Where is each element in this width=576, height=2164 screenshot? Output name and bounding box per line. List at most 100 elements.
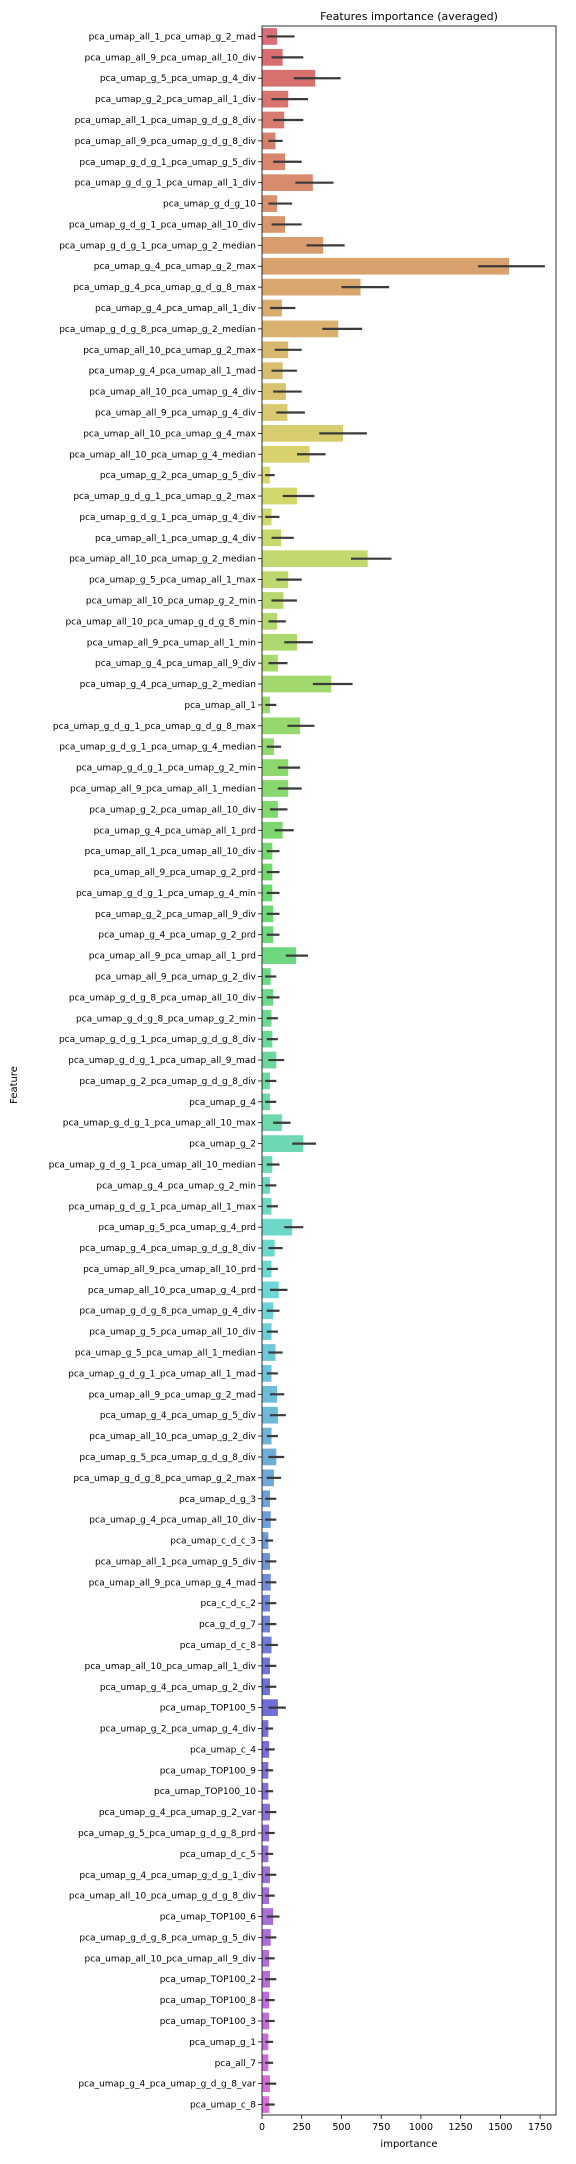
y-tick-label: pca_umap_g_4_pca_umap_all_9_div	[95, 659, 257, 669]
y-tick-label: pca_umap_g_d_g_1_pca_umap_g_d_g_8_div	[59, 1035, 257, 1045]
y-tick-label: pca_umap_g_4	[189, 1098, 256, 1108]
y-tick-label: pca_umap_g_d_g_1_pca_umap_g_4_div	[79, 513, 256, 523]
y-tick-label: pca_umap_g_4_pca_umap_all_1_div	[95, 304, 257, 314]
chart-title: Features importance (averaged)	[320, 10, 498, 23]
bar	[262, 445, 310, 463]
y-tick-label: pca_umap_all_10_pca_umap_g_4_max	[83, 429, 256, 439]
bar	[262, 821, 283, 839]
y-tick-label: pca_umap_g_5_pca_umap_all_1_max	[89, 576, 257, 586]
y-tick-label: pca_umap_g_1	[189, 2038, 256, 2048]
y-tick-label: pca_umap_all_1_pca_umap_g_4_div	[95, 534, 257, 544]
y-tick-label: pca_umap_g_4_pca_umap_g_d_g_8_max	[73, 283, 256, 293]
y-tick-label: pca_umap_TOP100_8	[160, 1996, 257, 2006]
y-tick-label: pca_umap_all_9_pca_umap_g_4_div	[95, 408, 257, 418]
bar	[262, 487, 297, 505]
y-tick-label: pca_umap_all_10_pca_umap_g_2_min	[86, 596, 256, 606]
y-tick-label: pca_umap_all_1_pca_umap_all_10_div	[84, 847, 256, 857]
bar	[262, 1135, 304, 1152]
y-tick-label: pca_umap_all_9_pca_umap_all_1_median	[70, 784, 256, 794]
y-tick-label: pca_umap_TOP100_9	[160, 1766, 257, 1776]
y-tick-label: pca_umap_g_d_g_1_pca_umap_all_9_mad	[68, 1056, 256, 1066]
y-tick-label: pca_umap_c_d_c_3	[170, 1537, 256, 1547]
y-tick-label: pca_umap_d_c_5	[180, 1850, 256, 1860]
y-tick-label: pca_umap_d_g_3	[179, 1495, 256, 1505]
y-tick-label: pca_umap_g_d_g_1_pca_umap_g_2_max	[73, 492, 256, 502]
x-tick-label: 500	[332, 2122, 350, 2133]
bar	[262, 759, 289, 776]
y-tick-label: pca_umap_all_10_pca_umap_g_4_div	[89, 388, 256, 398]
y-tick-label: pca_umap_all_9_pca_umap_all_1_min	[87, 638, 256, 648]
bar	[262, 529, 282, 547]
y-tick-label: pca_umap_g_d_g_1_pca_umap_all_1_mad	[68, 1369, 256, 1379]
y-tick-label: pca_umap_all_10_pca_umap_g_2_max	[83, 346, 256, 356]
bar	[262, 425, 344, 442]
y-tick-label: pca_umap_d_c_8	[180, 1641, 257, 1651]
y-tick-label: pca_umap_TOP100_6	[160, 1913, 257, 1923]
y-tick-label: pca_umap_all_9_pca_umap_all_1_prd	[89, 952, 256, 962]
bar	[262, 69, 316, 87]
y-tick-label: pca_umap_g_d_g_1_pca_umap_g_4_median	[59, 743, 256, 753]
y-tick-label: pca_umap_all_10_pca_umap_g_2_div	[89, 1432, 256, 1442]
y-tick-label: pca_umap_TOP100_3	[160, 2017, 256, 2027]
y-tick-label: pca_umap_g_2_pca_umap_all_10_div	[89, 805, 256, 815]
y-tick-label: pca_umap_g_d_g_8_pca_umap_g_2_median	[59, 325, 256, 335]
bar	[262, 801, 278, 818]
y-tick-label: pca_umap_g_d_g_1_pca_umap_all_10_median	[49, 1161, 256, 1171]
y-tick-label: pca_umap_g_4_pca_umap_g_d_g_1_div	[79, 1871, 256, 1881]
bar	[262, 675, 332, 693]
y-tick-label: pca_umap_all_9_pca_umap_g_4_mad	[89, 1578, 256, 1588]
y-tick-label: pca_umap_g_2_pca_umap_g_4_div	[100, 1725, 257, 1735]
y-tick-label: pca_umap_all_10_pca_umap_g_d_g_8_min	[65, 617, 256, 627]
y-tick-label: pca_umap_c_4	[190, 1745, 256, 1755]
y-tick-label: pca_umap_all_9_pca_umap_g_2_mad	[89, 1390, 256, 1400]
y-tick-label: pca_umap_g_d_g_10	[163, 200, 256, 210]
y-tick-label: pca_umap_g_d_g_1_pca_umap_all_10_max	[63, 1119, 257, 1129]
bar	[262, 1385, 278, 1403]
y-tick-label: pca_umap_g_4_pca_umap_g_2_min	[96, 1181, 256, 1191]
y-tick-label: pca_umap_g_d_g_8_pca_umap_all_10_div	[69, 993, 257, 1003]
y-tick-label: pca_umap_all_9_pca_umap_all_10_prd	[83, 1265, 256, 1275]
y-tick-label: pca_umap_g_d_g_1_pca_umap_g_2_median	[59, 241, 256, 251]
y-tick-label: pca_g_d_g_7	[199, 1620, 256, 1630]
bar	[262, 780, 289, 797]
y-tick-label: pca_umap_g_4_pca_umap_g_2_var	[99, 1808, 256, 1818]
y-tick-label: pca_umap_all_1_pca_umap_g_5_div	[95, 1557, 257, 1567]
y-tick-label: pca_umap_g_5_pca_umap_g_4_prd	[98, 1223, 256, 1233]
bar	[262, 174, 313, 192]
y-tick-label: pca_umap_g_4_pca_umap_g_5_div	[100, 1411, 257, 1421]
bar	[262, 236, 324, 254]
y-tick-label: pca_umap_g_d_g_8_pca_umap_g_5_div	[79, 1933, 256, 1943]
y-tick-label: pca_umap_TOP100_2	[160, 1975, 256, 1985]
bar	[262, 320, 339, 338]
bar	[262, 947, 297, 964]
y-axis-label: Feature	[9, 1066, 20, 1104]
y-tick-label: pca_umap_all_10_pca_umap_g_d_g_8_div	[69, 1892, 257, 1902]
y-tick-label: pca_umap_g_d_g_1_pca_umap_all_10_div	[69, 220, 257, 230]
x-tick-label: 1000	[409, 2122, 433, 2133]
y-tick-label: pca_umap_g_4_pca_umap_g_d_g_8_div	[79, 1244, 256, 1254]
y-tick-label: pca_umap_g_d_g_8_pca_umap_g_2_min	[76, 1014, 256, 1024]
y-tick-label: pca_umap_g_4_pca_umap_g_2_div	[100, 1683, 257, 1693]
y-tick-label: pca_umap_all_9_pca_umap_g_d_g_8_div	[75, 137, 257, 147]
y-tick-label: pca_umap_g_4_pca_umap_g_d_g_8_var	[78, 2080, 256, 2090]
y-tick-label: pca_umap_all_10_pca_umap_all_1_div	[84, 1662, 256, 1672]
y-tick-label: pca_umap_g_4_pca_umap_all_10_div	[89, 1516, 256, 1526]
y-tick-label: pca_c_d_c_2	[200, 1599, 256, 1609]
x-tick-label: 1500	[488, 2122, 512, 2133]
x-tick-label: 250	[293, 2122, 311, 2133]
y-tick-label: pca_all_7	[215, 2059, 256, 2069]
y-tick-label: pca_umap_g_5_pca_umap_g_4_div	[100, 74, 257, 84]
y-tick-label: pca_umap_g_d_g_1_pca_umap_g_2_min	[76, 764, 256, 774]
bar	[262, 1218, 293, 1236]
y-tick-label: pca_umap_g_d_g_1_pca_umap_g_d_g_8_max	[53, 722, 257, 732]
y-tick-label: pca_umap_g_5_pca_umap_all_10_div	[89, 1328, 256, 1338]
y-tick-label: pca_umap_g_4_pca_umap_all_1_mad	[89, 367, 256, 377]
y-tick-label: pca_umap_g_4_pca_umap_g_2_max	[94, 262, 257, 272]
y-tick-label: pca_umap_g_4_pca_umap_all_1_prd	[94, 826, 256, 836]
bar	[262, 1114, 282, 1132]
bar	[262, 278, 361, 296]
y-tick-label: pca_umap_g_5_pca_umap_g_d_g_8_div	[79, 1453, 256, 1463]
y-tick-label: pca_umap_g_d_g_1_pca_umap_all_1_div	[75, 179, 257, 189]
